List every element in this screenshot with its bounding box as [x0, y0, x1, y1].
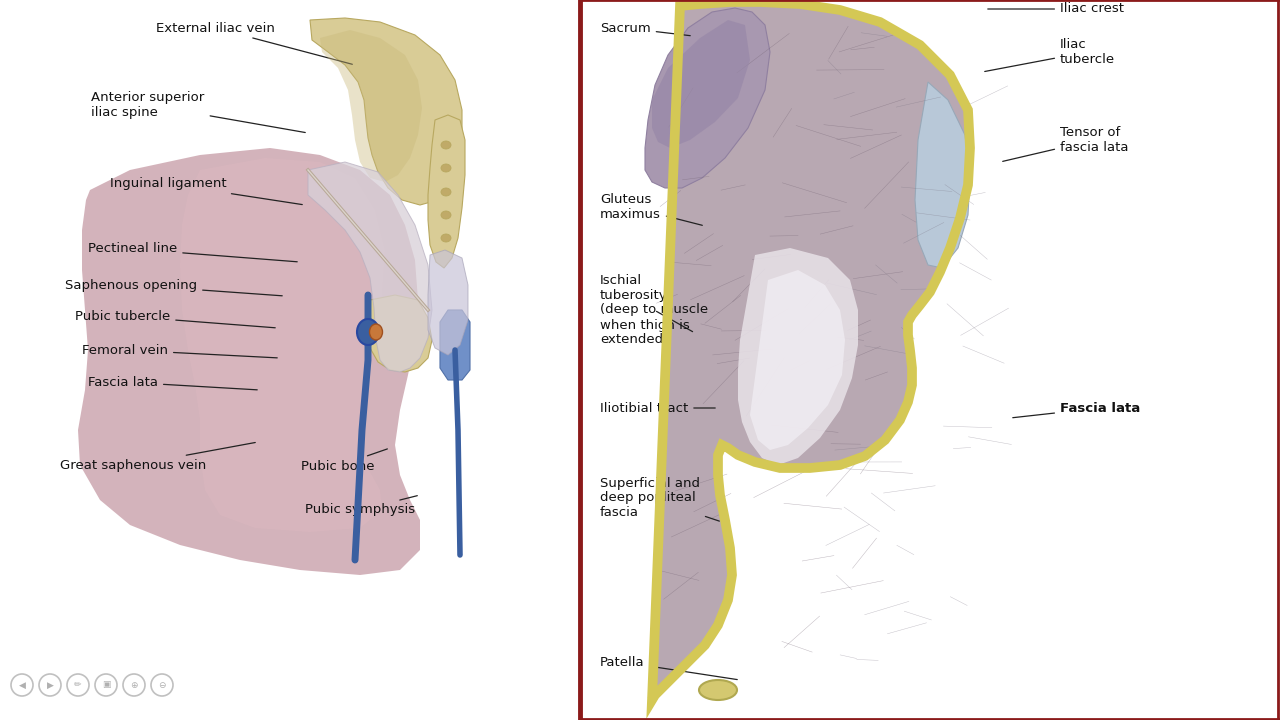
Text: Inguinal ligament: Inguinal ligament	[110, 178, 302, 204]
Text: Tensor of
fascia lata: Tensor of fascia lata	[1002, 126, 1129, 161]
Polygon shape	[428, 115, 465, 268]
Text: ⊖: ⊖	[159, 680, 165, 690]
Ellipse shape	[699, 680, 737, 700]
Polygon shape	[915, 82, 970, 268]
Polygon shape	[308, 162, 433, 372]
Text: Patella: Patella	[600, 655, 737, 680]
Polygon shape	[652, 20, 750, 148]
Text: Gluteus
maximus: Gluteus maximus	[600, 193, 703, 225]
Text: Ischial
tuberosity
(deep to muscle
when thigh is
extended): Ischial tuberosity (deep to muscle when …	[600, 274, 708, 346]
Text: External iliac vein: External iliac vein	[156, 22, 352, 64]
Text: Pectineal line: Pectineal line	[88, 243, 297, 262]
Text: Iliotibial tract: Iliotibial tract	[600, 402, 716, 415]
Polygon shape	[78, 148, 420, 575]
Ellipse shape	[357, 319, 379, 345]
Text: Anterior superior
iliac spine: Anterior superior iliac spine	[91, 91, 305, 132]
Ellipse shape	[442, 234, 451, 242]
Text: Pubic bone: Pubic bone	[301, 449, 388, 472]
Text: Saphenous opening: Saphenous opening	[65, 279, 282, 296]
Polygon shape	[739, 248, 858, 465]
Text: Sacrum: Sacrum	[600, 22, 690, 36]
Ellipse shape	[442, 211, 451, 219]
Polygon shape	[310, 18, 462, 205]
Polygon shape	[750, 270, 845, 450]
Text: ▣: ▣	[101, 680, 110, 690]
Polygon shape	[320, 30, 422, 182]
Text: Great saphenous vein: Great saphenous vein	[60, 443, 255, 472]
Text: Fascia lata: Fascia lata	[1012, 402, 1140, 418]
Text: Pubic symphysis: Pubic symphysis	[305, 495, 417, 516]
Ellipse shape	[442, 164, 451, 172]
Ellipse shape	[442, 188, 451, 196]
Text: Iliac
tubercle: Iliac tubercle	[984, 38, 1115, 71]
Text: Pubic tubercle: Pubic tubercle	[76, 310, 275, 328]
Ellipse shape	[442, 141, 451, 149]
Text: Iliac crest: Iliac crest	[988, 2, 1124, 16]
Polygon shape	[645, 8, 771, 188]
Text: ◀: ◀	[19, 680, 26, 690]
Polygon shape	[652, 2, 970, 700]
Polygon shape	[428, 250, 468, 355]
Text: ⊕: ⊕	[131, 680, 138, 690]
Polygon shape	[366, 295, 433, 372]
Text: Femoral vein: Femoral vein	[82, 343, 278, 358]
Text: Superficial and
deep popliteal
fascia: Superficial and deep popliteal fascia	[600, 477, 719, 521]
Ellipse shape	[370, 324, 383, 340]
Polygon shape	[440, 310, 470, 380]
Text: ✏: ✏	[74, 680, 82, 690]
Polygon shape	[180, 158, 385, 532]
Text: Fascia lata: Fascia lata	[88, 376, 257, 390]
Text: ▶: ▶	[46, 680, 54, 690]
